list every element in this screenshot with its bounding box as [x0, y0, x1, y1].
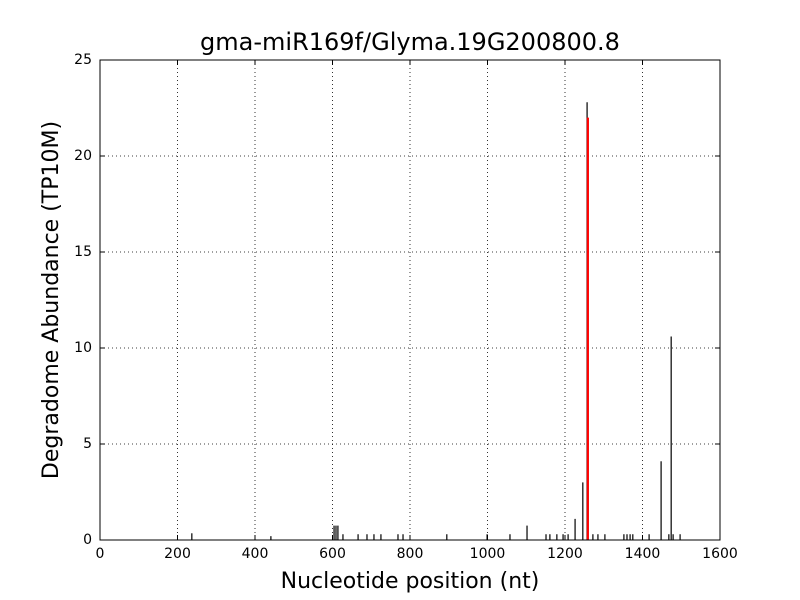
x-tick-label: 1400 — [625, 546, 661, 562]
y-tick-label: 5 — [83, 436, 92, 452]
chart-title: gma-miR169f/Glyma.19G200800.8 — [200, 28, 620, 56]
y-tick-label: 0 — [83, 532, 92, 548]
y-tick-label: 25 — [74, 52, 92, 68]
x-tick-label: 1600 — [702, 546, 738, 562]
x-tick-label: 800 — [397, 546, 424, 562]
y-tick-label: 15 — [74, 244, 92, 260]
y-tick-label: 10 — [74, 340, 92, 356]
x-tick-label: 200 — [164, 546, 191, 562]
plot-frame — [99, 59, 721, 541]
x-tick-label: 1000 — [470, 546, 506, 562]
x-axis-label: Nucleotide position (nt) — [281, 569, 540, 594]
y-axis-label: Degradome Abundance (TP10M) — [39, 121, 64, 479]
x-tick-label: 1200 — [547, 546, 583, 562]
x-tick-label: 0 — [96, 546, 105, 562]
y-tick-label: 20 — [74, 148, 92, 164]
x-tick-label: 400 — [242, 546, 269, 562]
x-tick-label: 600 — [319, 546, 346, 562]
